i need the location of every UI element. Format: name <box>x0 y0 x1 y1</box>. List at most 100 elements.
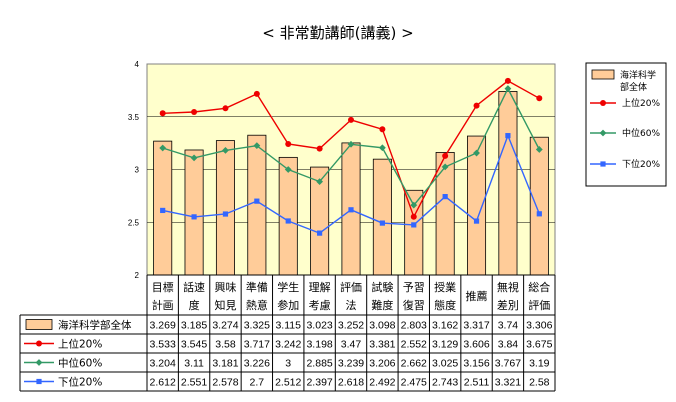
legend-label: 上位20% <box>622 97 660 109</box>
series-point <box>191 214 197 220</box>
category-label: 計画 <box>152 298 174 312</box>
table-cell: 2.552 <box>401 339 427 351</box>
table-cell: 3.533 <box>150 339 176 351</box>
series-point <box>379 220 385 226</box>
series-point <box>160 207 166 214</box>
chart-title: < 非常勤講師(講義) > <box>262 24 414 42</box>
series-point <box>253 142 261 150</box>
table-cell: 3.206 <box>369 358 395 370</box>
table-cell: 3.162 <box>432 320 458 332</box>
category-label: 興味 <box>214 281 236 294</box>
series-point <box>535 146 543 153</box>
series-point <box>348 116 354 123</box>
series-point <box>316 178 324 186</box>
series-point <box>254 198 260 204</box>
category-label: 準備 <box>246 280 268 294</box>
series-point <box>441 163 449 171</box>
legend-label: 海洋科学 <box>620 69 656 81</box>
bar <box>215 140 235 276</box>
legend-marker <box>599 129 607 137</box>
table-cell: 3.269 <box>150 320 176 332</box>
table-cell: 3.11 <box>184 358 204 370</box>
category-label: 無視 <box>497 280 519 294</box>
category-label: 熱意 <box>246 298 268 312</box>
table-cell: 3.185 <box>181 320 207 332</box>
table-cell: 3.098 <box>369 320 395 332</box>
table-cell: 2.618 <box>338 377 364 389</box>
y-tick-label: 2 <box>135 271 140 280</box>
y-tick-label: 4 <box>135 60 140 69</box>
legend-marker <box>600 161 606 167</box>
category-label: 目標 <box>152 280 174 294</box>
series-point <box>159 144 167 152</box>
series-point <box>504 77 511 84</box>
table-cell: 2.662 <box>401 358 427 370</box>
table-cell: 3.606 <box>463 339 489 351</box>
table-cell: 3.239 <box>338 358 364 370</box>
table-cell: 3.545 <box>181 339 207 351</box>
table-cell: 3.025 <box>432 358 458 370</box>
series-point <box>410 213 417 220</box>
series-point <box>222 147 229 154</box>
y-tick-label: 3 <box>135 166 140 175</box>
table-cell: 3.226 <box>244 358 270 370</box>
table-row-label: 下位20% <box>58 376 102 389</box>
table-cell: 3.129 <box>432 339 458 351</box>
category-label: 参加 <box>277 298 299 312</box>
table-cell: 3.74 <box>498 320 519 332</box>
table-cell: 2.397 <box>306 377 332 389</box>
series-point <box>285 218 291 224</box>
table-row-label: 海洋科学部全体 <box>58 319 132 332</box>
series-point <box>504 85 512 92</box>
table-cell: 2.511 <box>464 377 490 389</box>
table-cell: 3.84 <box>498 339 519 351</box>
legend-label: 中位60% <box>622 127 660 139</box>
series-point <box>473 149 480 157</box>
table-cell: 3.321 <box>495 377 521 389</box>
table-cell: 3.023 <box>306 320 332 332</box>
category-label: 難度 <box>371 298 393 312</box>
series-point <box>191 109 198 116</box>
bar <box>498 91 518 276</box>
series-point <box>536 211 542 217</box>
table-cell: 3.274 <box>212 320 238 332</box>
category-label: 態度 <box>434 298 456 312</box>
table-cell: 2.7 <box>250 377 265 389</box>
series-point <box>347 140 355 148</box>
series-point <box>348 207 354 213</box>
bar <box>529 136 549 276</box>
table-cell: 3.381 <box>369 339 395 351</box>
legend-label: 下位20% <box>622 158 660 170</box>
legend-label: 部全体 <box>620 81 647 93</box>
table-cell: 2.743 <box>432 377 458 389</box>
category-label: 評価 <box>340 280 362 294</box>
category-label: 評価 <box>528 298 550 312</box>
series-point <box>442 194 448 200</box>
series-point <box>379 126 386 133</box>
table-cell: 2.803 <box>401 320 427 332</box>
series-point <box>378 144 386 152</box>
category-label: 試験 <box>371 280 393 294</box>
category-label: 話速 <box>183 280 205 294</box>
category-label: 授業 <box>434 280 456 294</box>
table-cell: 2.492 <box>369 377 395 389</box>
table-cell: 2.885 <box>306 358 332 370</box>
table-cell: 3.317 <box>463 320 489 332</box>
bar <box>372 158 392 276</box>
table-key-marker <box>35 359 43 366</box>
bar <box>184 149 204 276</box>
table-cell: 3.767 <box>495 358 521 370</box>
table-cell: 3.325 <box>244 320 270 332</box>
category-label: 理解 <box>309 280 331 294</box>
table-cell: 2.551 <box>181 377 207 389</box>
series-point <box>222 105 229 112</box>
legend-box <box>585 62 667 187</box>
series-point <box>442 152 449 159</box>
category-label: 総合 <box>528 280 550 294</box>
table-cell: 2.58 <box>529 377 550 389</box>
y-tick-label: 3.5 <box>128 113 140 122</box>
bar <box>435 152 455 276</box>
series-point <box>159 110 166 117</box>
series-point <box>222 211 229 217</box>
